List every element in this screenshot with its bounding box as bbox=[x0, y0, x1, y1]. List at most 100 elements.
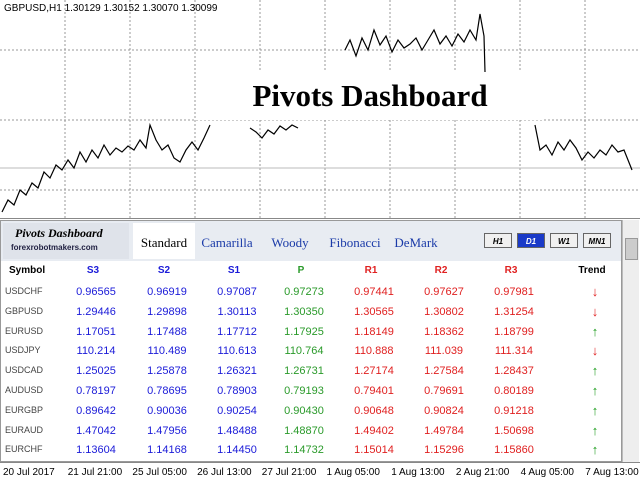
time-axis: 20 Jul 2017 21 Jul 21:00 25 Jul 05:00 26 Ju… bbox=[0, 462, 640, 481]
cell: 0.78903 bbox=[217, 385, 257, 397]
cell: 0.91218 bbox=[494, 404, 534, 417]
cell: 110.888 bbox=[354, 345, 394, 358]
price-chart: GBPUSD,H1 1.30129 1.30152 1.30070 1.3009… bbox=[0, 0, 640, 219]
cell: 1.49784 bbox=[424, 424, 464, 437]
cell: 1.29898 bbox=[147, 305, 187, 318]
cell: 0.90036 bbox=[147, 404, 187, 417]
cell: 0.79691 bbox=[424, 385, 464, 397]
cell: 1.28437 bbox=[494, 365, 534, 378]
trend-arrow: ↑ bbox=[591, 363, 599, 379]
cell: 0.89642 bbox=[76, 404, 116, 417]
cell: 1.17488 bbox=[147, 325, 187, 338]
trend-arrow: ↑ bbox=[591, 383, 599, 398]
cell: 1.25025 bbox=[76, 365, 116, 378]
column-header: S2 bbox=[157, 265, 171, 276]
cell: 1.15014 bbox=[354, 444, 394, 457]
tab[interactable]: Standard bbox=[133, 223, 195, 259]
cell: 110.489 bbox=[147, 345, 187, 358]
trend-arrow: ↑ bbox=[591, 323, 599, 339]
x-tick-label: 1 Aug 05:00 bbox=[326, 467, 380, 478]
cell: 0.97273 bbox=[284, 286, 324, 298]
column-header: R2 bbox=[434, 265, 448, 276]
cell: 110.764 bbox=[284, 345, 324, 358]
symbol: AUDUSD bbox=[5, 385, 44, 395]
cell: 1.48870 bbox=[284, 424, 324, 437]
cell: 1.30350 bbox=[284, 305, 324, 318]
overlay-title: Pivots Dashboard bbox=[196, 72, 544, 120]
column-header: Trend bbox=[578, 265, 606, 276]
cell: 1.27584 bbox=[424, 365, 464, 378]
tab[interactable]: Fibonacci bbox=[323, 223, 387, 259]
cell: 1.18362 bbox=[424, 325, 464, 338]
cell: 0.90824 bbox=[424, 404, 464, 417]
candles bbox=[1, 13, 633, 213]
x-tick-label: 26 Jul 13:00 bbox=[197, 467, 252, 478]
x-tick-label: 20 Jul 2017 bbox=[3, 467, 55, 478]
chart-header: GBPUSD,H1 1.30129 1.30152 1.30070 1.3009… bbox=[4, 3, 218, 14]
x-tick-label: 4 Aug 05:00 bbox=[520, 467, 574, 478]
cell: 1.26321 bbox=[217, 365, 257, 378]
timeframe-button[interactable]: W1 bbox=[550, 233, 578, 248]
cell: 0.96565 bbox=[76, 286, 116, 298]
trend-arrow: ↑ bbox=[591, 402, 599, 418]
cell: 0.97087 bbox=[217, 286, 257, 298]
column-header: R3 bbox=[504, 265, 518, 276]
scroll-thumb[interactable] bbox=[625, 238, 638, 260]
scrollbar[interactable] bbox=[622, 220, 639, 462]
cell: 1.17925 bbox=[284, 325, 324, 338]
cell: 1.26731 bbox=[284, 365, 324, 378]
logo-site: forexrobotmakers.com bbox=[11, 243, 98, 252]
cell: 1.14732 bbox=[284, 444, 324, 457]
cell: 1.30113 bbox=[217, 305, 257, 318]
x-tick-label: 1 Aug 13:00 bbox=[391, 467, 445, 478]
cell: 111.314 bbox=[494, 345, 534, 358]
dashboard: Pivots Dashboard forexrobotmakers.com St… bbox=[0, 220, 622, 462]
cell: 1.18799 bbox=[494, 325, 534, 338]
cell: 1.47956 bbox=[147, 424, 187, 437]
cell: 1.18149 bbox=[354, 325, 394, 338]
cell: 0.80189 bbox=[494, 385, 534, 397]
cell: 1.13604 bbox=[76, 444, 116, 457]
cell: 0.97981 bbox=[494, 286, 534, 298]
cell: 110.214 bbox=[76, 345, 116, 358]
cell: 0.97441 bbox=[354, 286, 394, 298]
tab[interactable]: DeMark bbox=[391, 223, 441, 259]
cell: 1.50698 bbox=[494, 424, 534, 437]
symbol: USDJPY bbox=[5, 345, 41, 356]
column-header: Symbol bbox=[9, 265, 46, 276]
timeframe-button[interactable]: MN1 bbox=[583, 233, 611, 248]
timeframe-button[interactable]: D1 bbox=[517, 233, 545, 248]
cell: 1.17051 bbox=[76, 325, 116, 338]
symbol: USDCAD bbox=[5, 365, 44, 376]
symbol: USDCHF bbox=[5, 286, 43, 296]
tab[interactable]: Camarilla bbox=[197, 223, 257, 259]
column-header: P bbox=[297, 265, 305, 276]
cell: 1.27174 bbox=[354, 365, 394, 378]
cell: 1.31254 bbox=[494, 305, 534, 318]
cell: 0.90254 bbox=[217, 404, 257, 417]
cell: 1.17712 bbox=[217, 325, 257, 338]
cell: 0.78197 bbox=[76, 385, 116, 397]
column-header: R1 bbox=[364, 265, 378, 276]
trend-arrow: ↓ bbox=[591, 284, 599, 299]
trend-arrow: ↓ bbox=[591, 303, 599, 319]
cell: 1.14450 bbox=[217, 444, 257, 457]
cell: 0.90648 bbox=[354, 404, 394, 417]
x-tick-label: 7 Aug 13:00 bbox=[585, 467, 639, 478]
cell: 1.30802 bbox=[424, 305, 464, 318]
x-tick-label: 25 Jul 05:00 bbox=[132, 467, 187, 478]
cell: 0.97627 bbox=[424, 286, 464, 298]
cell: 0.79401 bbox=[354, 385, 394, 397]
cell: 110.613 bbox=[217, 345, 257, 358]
cell: 0.79193 bbox=[284, 385, 324, 397]
timeframe-button[interactable]: H1 bbox=[484, 233, 512, 248]
tab[interactable]: Woody bbox=[263, 223, 317, 259]
logo: Pivots Dashboard forexrobotmakers.com bbox=[3, 223, 129, 259]
cell: 1.48488 bbox=[217, 424, 257, 437]
trend-arrow: ↓ bbox=[591, 343, 599, 359]
cell: 1.14168 bbox=[147, 444, 187, 457]
cell: 1.30565 bbox=[354, 305, 394, 318]
logo-title: Pivots Dashboard bbox=[15, 226, 103, 240]
cell: 0.78695 bbox=[147, 385, 187, 397]
